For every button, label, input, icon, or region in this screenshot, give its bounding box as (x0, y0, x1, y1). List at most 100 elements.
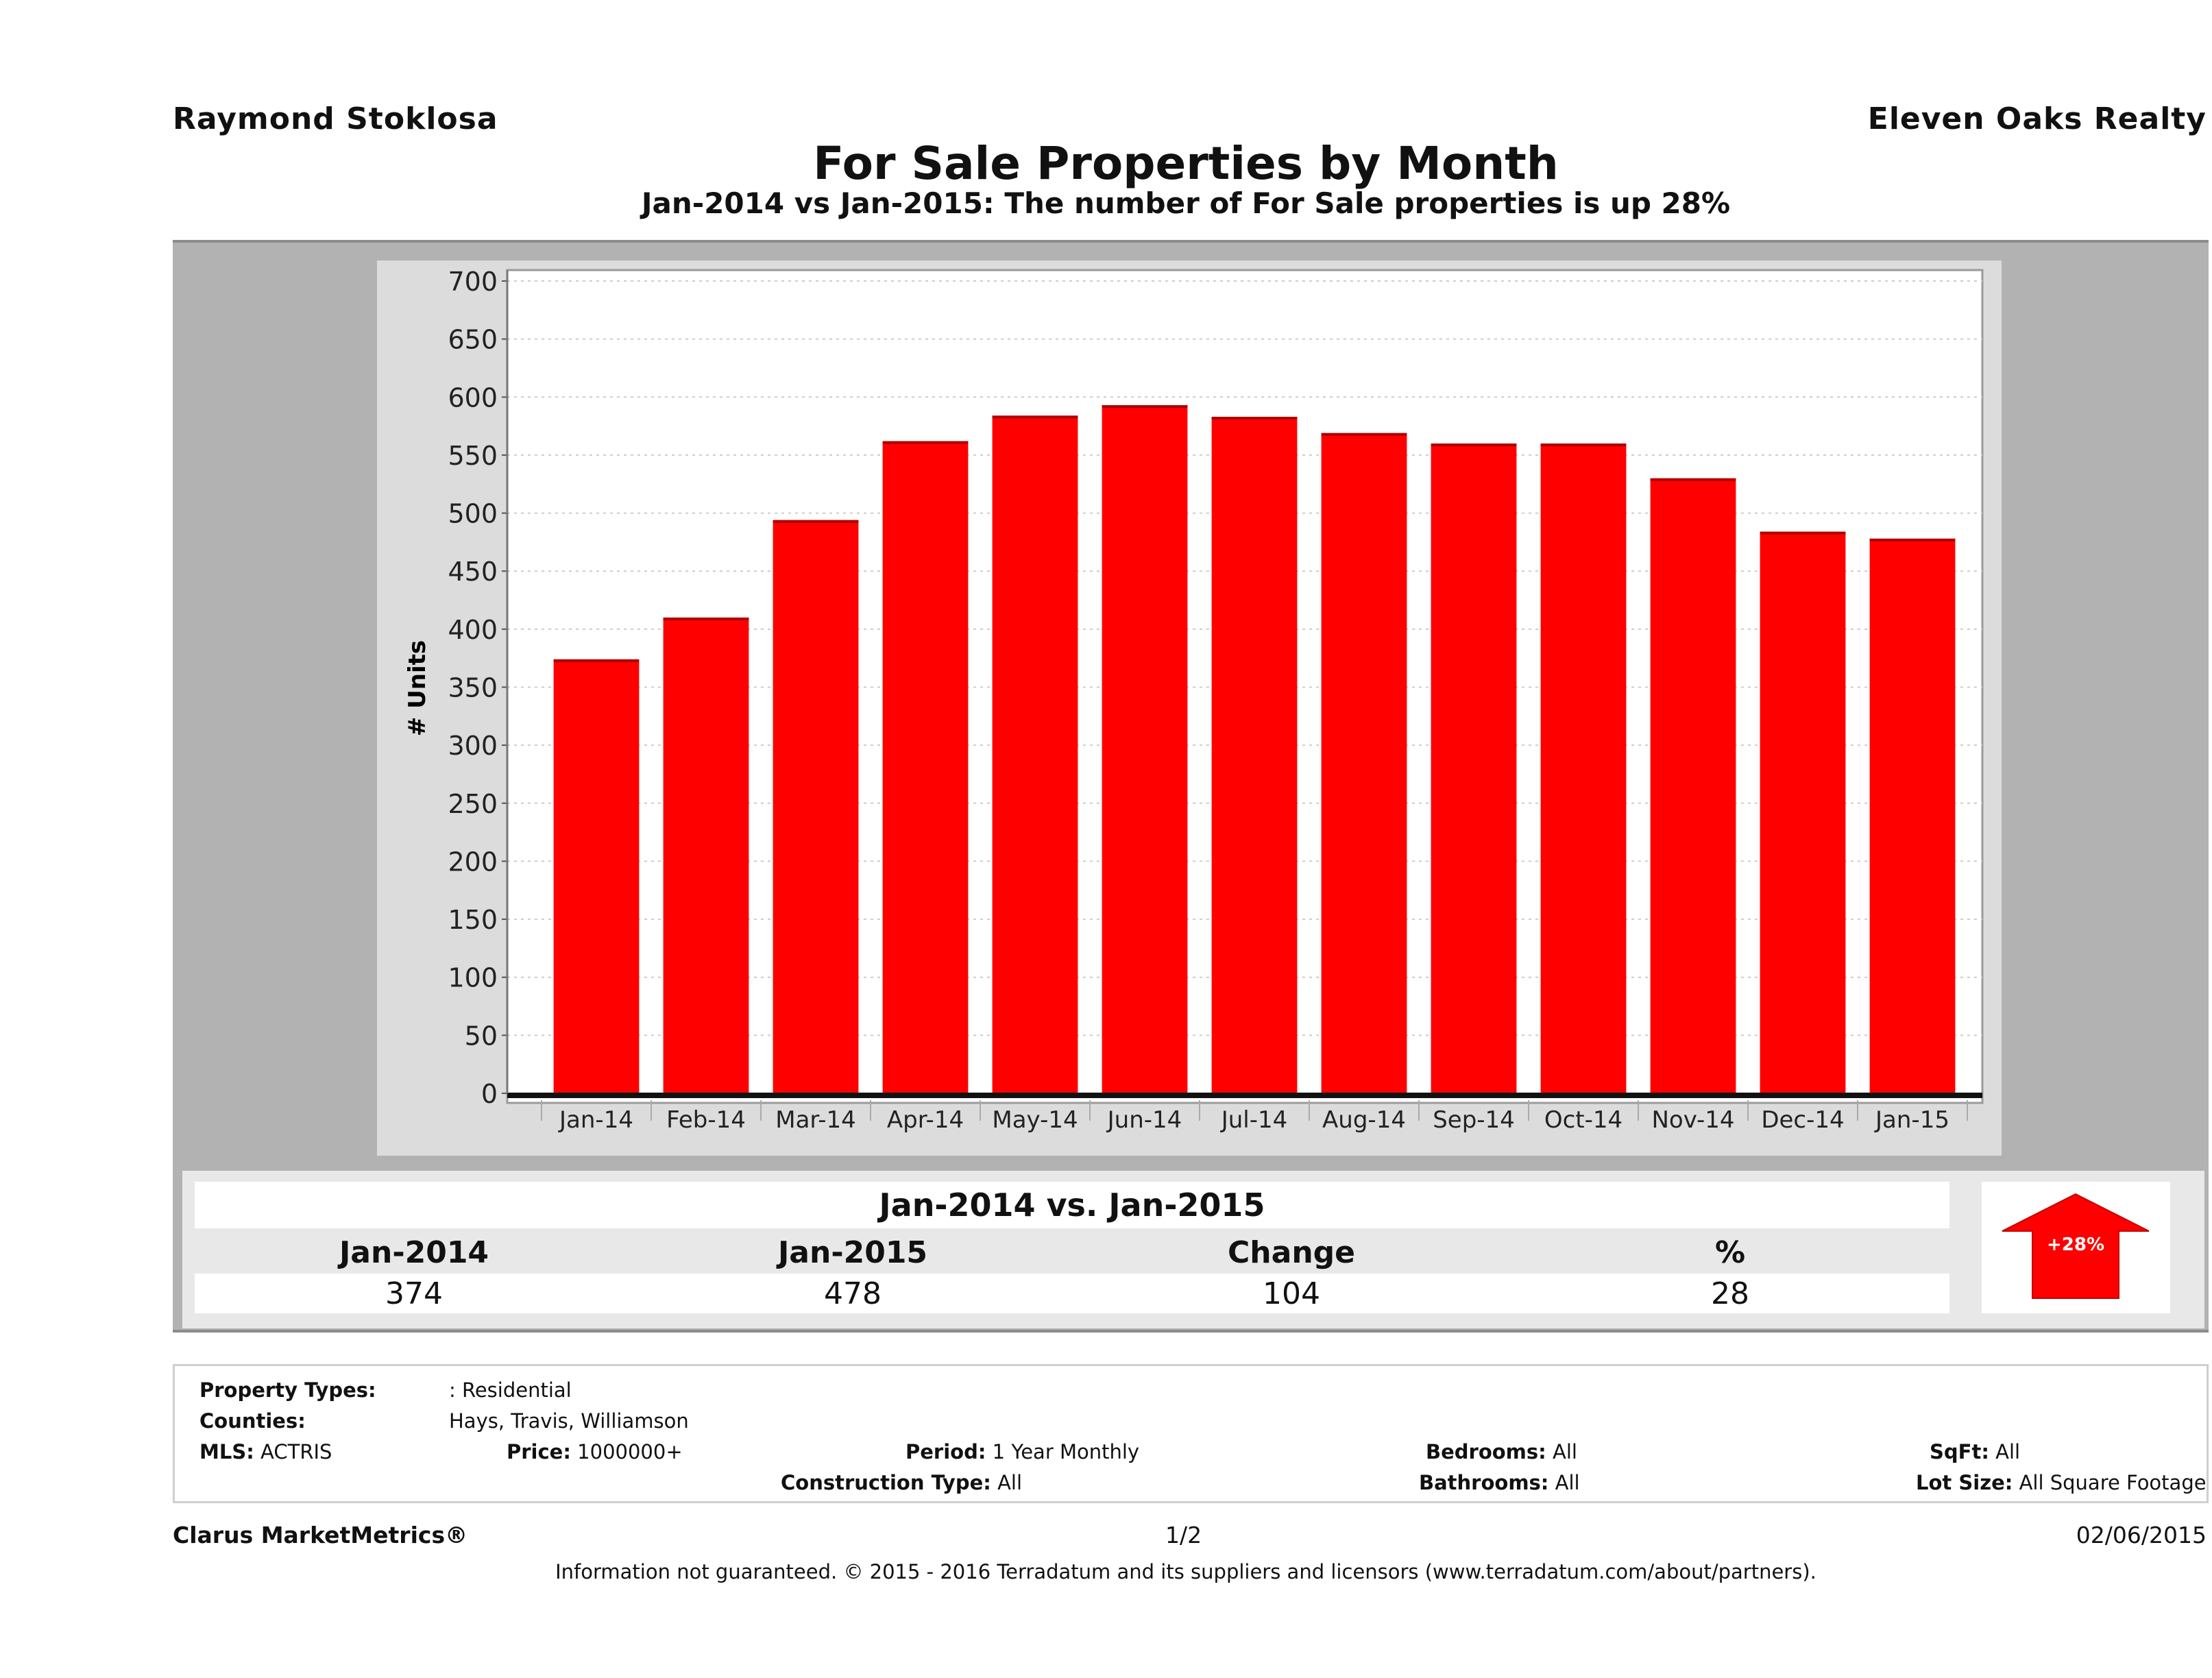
bar-top-edge (553, 659, 640, 662)
x-tick-label: Aug-14 (1322, 1106, 1406, 1134)
price-label: Price: (507, 1440, 571, 1463)
bar-top-edge (1869, 538, 1956, 542)
bar-aug-14 (1321, 433, 1407, 1093)
x-tick-label: May-14 (992, 1106, 1078, 1134)
price-value: 1000000+ (577, 1440, 683, 1463)
mls-label: MLS: (199, 1440, 254, 1463)
y-tick-label: 50 (465, 1021, 498, 1051)
bar-jul-14 (1211, 417, 1298, 1093)
x-tick-label: Oct-14 (1544, 1106, 1622, 1134)
x-tick-label: Jul-14 (1220, 1106, 1288, 1134)
sqft-value: All (1995, 1440, 2021, 1463)
x-tick-label: Nov-14 (1652, 1106, 1735, 1134)
bedrooms-value: All (1552, 1440, 1577, 1463)
y-tick-label: 0 (481, 1079, 498, 1109)
bar-top-edge (663, 617, 749, 620)
bar-top-edge (1321, 433, 1407, 436)
summary-value-change: 104 (1263, 1276, 1320, 1311)
bar-top-edge (1431, 443, 1517, 446)
page-number: 1/2 (1165, 1522, 1202, 1548)
summary-header-jan2014: Jan-2014 (339, 1235, 489, 1270)
y-tick-label: 100 (448, 963, 498, 993)
report-date: 02/06/2015 (2076, 1522, 2207, 1548)
x-tick-label: Dec-14 (1761, 1106, 1844, 1134)
x-tick-label: Sep-14 (1433, 1106, 1515, 1134)
bar-top-edge (1102, 405, 1188, 409)
bar-nov-14 (1650, 478, 1736, 1093)
summary-value-row: 374 478 104 28 (195, 1274, 1949, 1313)
summary-value-jan2014: 374 (385, 1276, 443, 1311)
bathrooms-label: Bathrooms: (1419, 1471, 1549, 1494)
bar-sep-14 (1431, 443, 1517, 1093)
mls-value: ACTRIS (260, 1440, 332, 1463)
summary-header-change: Change (1228, 1235, 1355, 1270)
x-tick-label: Apr-14 (887, 1106, 964, 1134)
property-types-label: Property Types: (199, 1378, 376, 1402)
y-tick-label: 650 (448, 325, 498, 355)
lot-size-value: All Square Footage (2019, 1471, 2207, 1494)
x-tick-label: Feb-14 (666, 1106, 746, 1134)
summary-value-jan2015: 478 (824, 1276, 882, 1311)
page-subtitle: Jan-2014 vs Jan-2015: The number of For … (641, 186, 1731, 220)
y-tick-label: 350 (448, 673, 498, 703)
y-axis-label: # Units (404, 640, 431, 736)
y-tick-label: 700 (448, 267, 498, 297)
bar-top-edge (1540, 443, 1627, 446)
bar-top-edge (1211, 417, 1298, 420)
summary-box: Jan-2014 vs. Jan-2015 Jan-2014 Jan-2015 … (182, 1171, 2204, 1328)
bar-jun-14 (1102, 405, 1188, 1093)
sqft-label: SqFt: (1930, 1440, 1989, 1463)
y-tick-label: 400 (448, 615, 498, 645)
lot-size-label: Lot Size: (1916, 1471, 2013, 1494)
construction-label: Construction Type: (781, 1471, 991, 1494)
agent-name: Raymond Stoklosa (173, 101, 498, 136)
x-tick-label: Jan-15 (1874, 1106, 1949, 1134)
bar-feb-14 (663, 617, 749, 1093)
disclaimer: Information not guaranteed. © 2015 - 201… (555, 1560, 1816, 1583)
property-types-value: : Residential (449, 1378, 572, 1402)
page-title: For Sale Properties by Month (813, 137, 1559, 190)
company-name: Eleven Oaks Realty (1867, 101, 2207, 136)
bar-jan-15 (1869, 538, 1956, 1093)
x-tick-label: Jan-14 (558, 1106, 633, 1134)
counties-label: Counties: (199, 1409, 306, 1433)
summary-title: Jan-2014 vs. Jan-2015 (195, 1182, 1949, 1228)
bar-may-14 (992, 415, 1078, 1093)
y-tick-label: 550 (448, 441, 498, 471)
bar-apr-14 (882, 441, 969, 1093)
bar-top-edge (882, 441, 969, 444)
filter-info: Property Types: : Residential Counties: … (173, 1364, 2209, 1503)
bar-top-edge (1760, 531, 1846, 535)
footer-brand: Clarus MarketMetrics® (173, 1522, 468, 1548)
change-indicator-label: +28% (2047, 1235, 2104, 1255)
summary-header-row: Jan-2014 Jan-2015 Change % (195, 1232, 1949, 1274)
period-label: Period: (906, 1440, 986, 1463)
y-tick-label: 600 (448, 382, 498, 413)
y-tick-label: 500 (448, 499, 498, 529)
bar-dec-14 (1760, 531, 1846, 1093)
construction-value: All (997, 1471, 1023, 1494)
bar-jan-14 (553, 659, 640, 1093)
bedrooms-label: Bedrooms: (1426, 1440, 1546, 1463)
summary-header-jan2015: Jan-2015 (777, 1235, 928, 1270)
change-indicator: +28% (1982, 1182, 2170, 1313)
period-value: 1 Year Monthly (992, 1440, 1140, 1463)
y-tick-label: 200 (448, 847, 498, 877)
summary-value-percent: 28 (1711, 1276, 1749, 1311)
bar-top-edge (992, 415, 1078, 419)
bar-top-edge (1650, 478, 1736, 481)
summary-header-percent: % (1714, 1235, 1746, 1270)
counties-value: Hays, Travis, Williamson (449, 1409, 689, 1433)
bar-oct-14 (1540, 443, 1627, 1093)
x-tick-label: Jun-14 (1106, 1106, 1182, 1134)
bar-top-edge (773, 520, 859, 523)
bar-mar-14 (773, 520, 859, 1093)
y-tick-label: 450 (448, 557, 498, 587)
bar-chart: 0 50 100 150 200 250 300 350 400 450 500 550 600 650 7… (404, 267, 1984, 1134)
chart-frame: 0 50 100 150 200 250 300 350 400 450 500 550 600 650 7… (377, 260, 2002, 1156)
y-tick-label: 300 (448, 731, 498, 761)
y-tick-label: 250 (448, 789, 498, 819)
bathrooms-value: All (1555, 1471, 1580, 1494)
y-tick-label: 150 (448, 905, 498, 935)
arrow-up-icon: +28% (2002, 1193, 2150, 1299)
